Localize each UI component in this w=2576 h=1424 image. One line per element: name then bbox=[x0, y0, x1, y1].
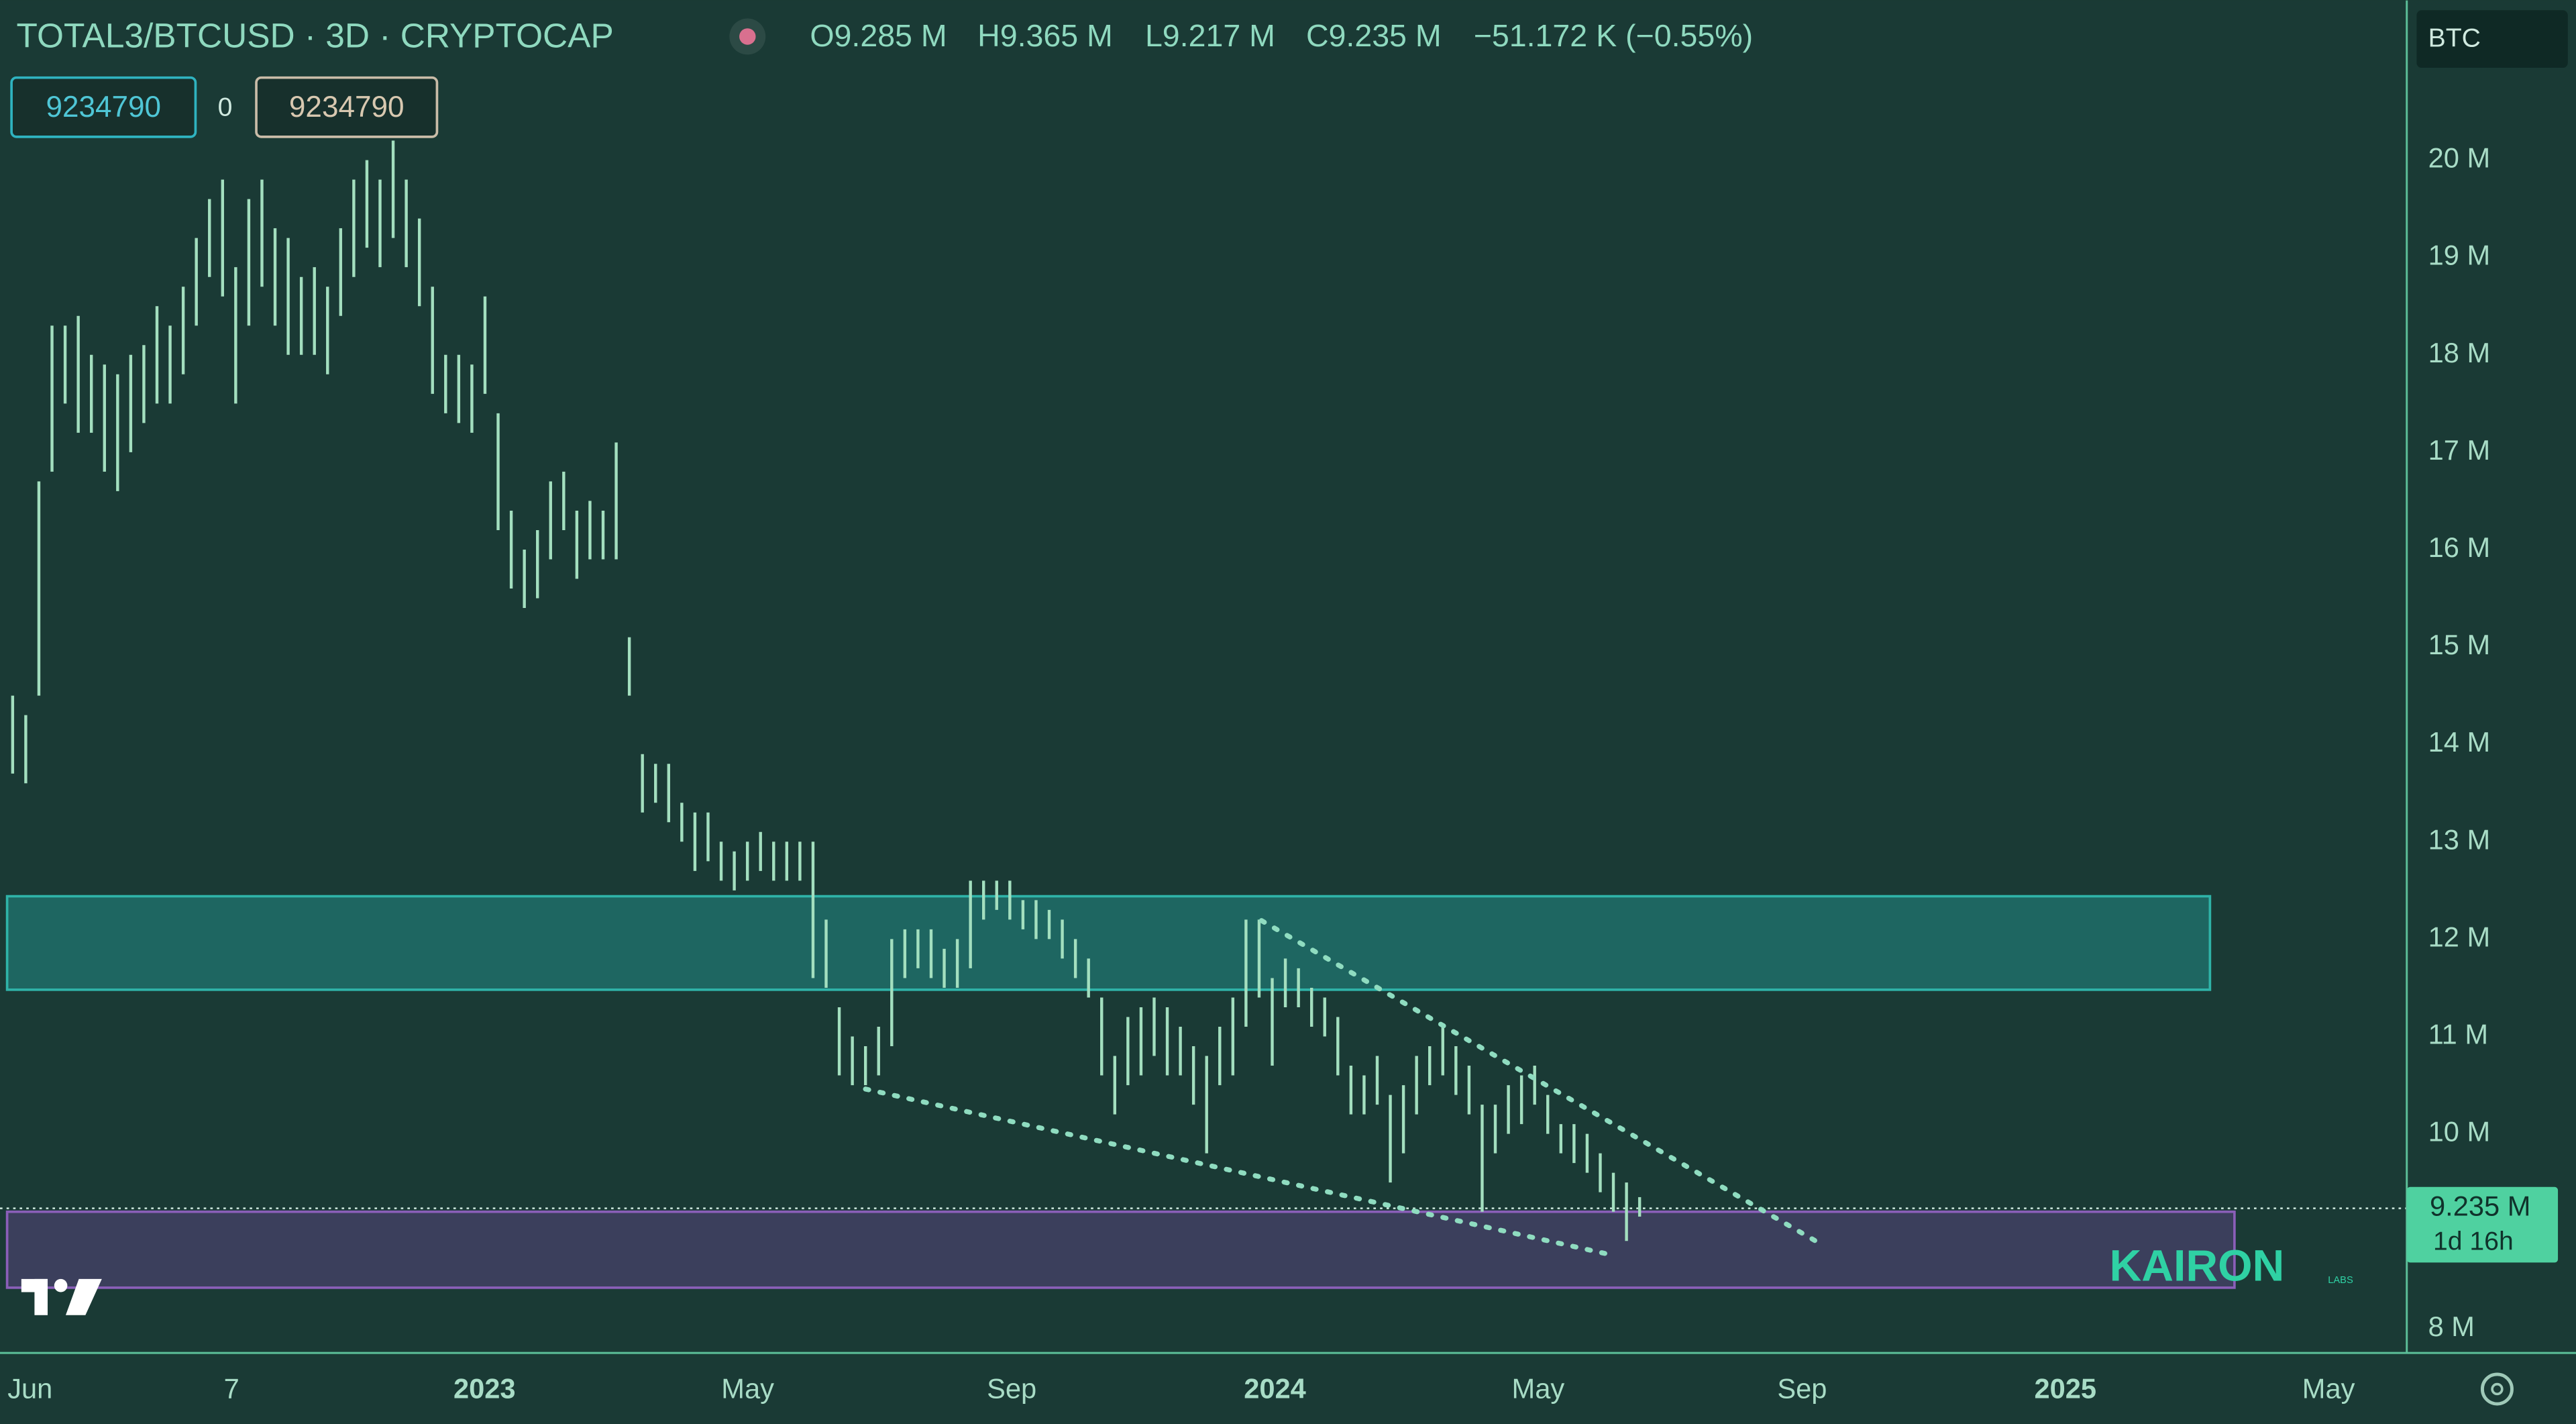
trendline bbox=[1258, 918, 1819, 1243]
y-tick-label: 8 M bbox=[2428, 1311, 2475, 1342]
x-tick-label: May bbox=[1512, 1372, 1565, 1404]
settings-icon-center bbox=[2491, 1382, 2504, 1396]
y-tick-label: 18 M bbox=[2428, 337, 2491, 368]
y-tick-label: 13 M bbox=[2428, 823, 2491, 855]
ohlc-low: L9.217 M bbox=[1145, 18, 1275, 53]
y-tick-label: 14 M bbox=[2428, 726, 2491, 758]
watermark: KAIRON bbox=[2109, 1241, 2284, 1291]
y-tick-label: 20 M bbox=[2428, 142, 2491, 174]
settings-icon[interactable] bbox=[2480, 1372, 2514, 1406]
ohlc-open: O9.285 M bbox=[810, 18, 947, 53]
input-box[interactable] bbox=[255, 76, 439, 138]
ohlc-high: H9.365 M bbox=[977, 18, 1113, 53]
chart-title: TOTAL3/BTCUSD · 3D · CRYPTOCAP bbox=[16, 15, 613, 54]
y-tick-label: 16 M bbox=[2428, 531, 2491, 563]
status-dot bbox=[739, 28, 756, 45]
y-tick-label: 11 M bbox=[2428, 1019, 2488, 1050]
input-value: 9234790 bbox=[289, 91, 405, 123]
x-tick-label: 2024 bbox=[1244, 1372, 1306, 1404]
countdown-label: 1d 16h bbox=[2433, 1227, 2514, 1256]
ohlc-change: −51.172 K (−0.55%) bbox=[1474, 18, 1753, 53]
price-tag bbox=[2406, 1186, 2559, 1263]
input-value: 9234790 bbox=[46, 91, 161, 123]
x-tick-label: Sep bbox=[987, 1372, 1036, 1404]
trendline bbox=[863, 1086, 1613, 1258]
x-tick-label: May bbox=[721, 1372, 774, 1404]
watermark-sub: LABS bbox=[2328, 1275, 2353, 1286]
x-tick-label: May bbox=[2302, 1372, 2355, 1404]
currency-box[interactable] bbox=[2416, 10, 2568, 68]
input-box[interactable] bbox=[10, 76, 197, 138]
plot-area bbox=[0, 140, 2407, 1289]
tradingview-logo bbox=[21, 1278, 102, 1315]
currency-label: BTC bbox=[2428, 24, 2481, 53]
input-spread: 0 bbox=[218, 93, 233, 122]
price-tag-label: 9.235 M bbox=[2430, 1190, 2530, 1222]
y-tick-label: 19 M bbox=[2428, 240, 2491, 271]
y-tick-label: 12 M bbox=[2428, 921, 2491, 952]
ohlc-close: C9.235 M bbox=[1306, 18, 1442, 53]
x-tick-label: 2023 bbox=[453, 1372, 516, 1404]
zone bbox=[5, 895, 2212, 991]
x-tick-label: Sep bbox=[1777, 1372, 1827, 1404]
y-tick-label: 17 M bbox=[2428, 434, 2491, 466]
y-tick-label: 15 M bbox=[2428, 629, 2491, 660]
zone bbox=[5, 1210, 2236, 1289]
y-tick-label: 10 M bbox=[2428, 1116, 2491, 1148]
x-tick-label: 7 bbox=[224, 1372, 239, 1404]
x-tick-label: Jun bbox=[7, 1372, 52, 1404]
x-tick-label: 2025 bbox=[2034, 1372, 2096, 1404]
